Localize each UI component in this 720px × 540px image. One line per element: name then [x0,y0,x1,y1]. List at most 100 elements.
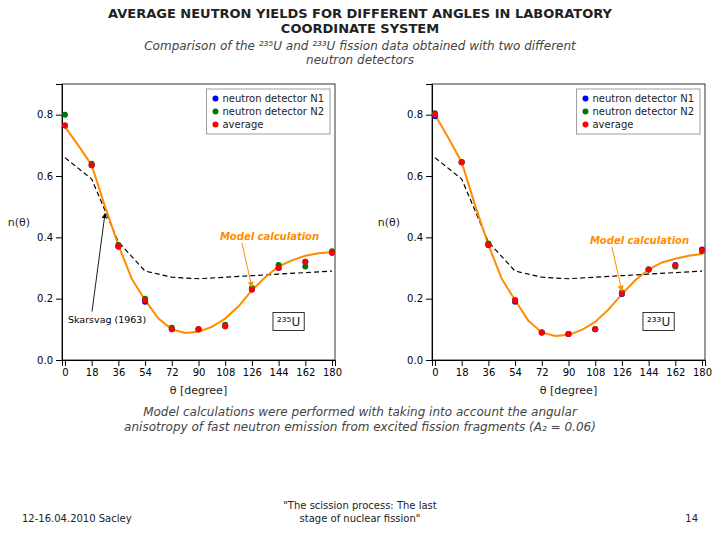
legend-marker [212,96,218,102]
y-tick-label: 0.4 [37,232,53,243]
data-point [459,159,465,165]
legend: neutron detector N1neutron detector N2av… [576,89,700,134]
chart-svg: AVERAGE NEUTRON YIELDS FOR DIFFERENT ANG… [0,0,720,540]
data-point [62,122,68,128]
x-tick-label: 18 [456,367,469,378]
plot-frame [432,84,705,360]
x-tick-label: 54 [139,367,152,378]
isotope-label: ²³³U [643,313,674,331]
legend-box [206,89,330,134]
data-point [115,244,121,250]
data-point [566,331,572,337]
y-tick-label: 0.4 [407,232,423,243]
data-point [89,162,95,168]
legend-label: neutron detector N2 [592,106,694,117]
legend-label: average [222,119,263,130]
panel: 018365472901081261441621800.00.20.40.60.… [8,84,342,397]
data-point [196,326,202,332]
annotations: Model calculation Skarsvag (1963) ²³⁵U [68,214,319,331]
data-point [302,259,308,265]
legend-marker [212,122,218,128]
y-axis-line [56,85,63,361]
annotation-arrow [242,243,252,287]
data-point [249,286,255,292]
data-point [699,248,705,254]
x-tick-label: 36 [483,367,496,378]
x-tick-mark [172,360,173,366]
subtitle: neutron detectors [306,53,414,67]
annotation: ²³⁵U [277,315,300,329]
x-axis: 01836547290108126144162180 [62,360,342,378]
x-tick-label: 180 [693,367,712,378]
x-tick-label: 0 [62,367,68,378]
x-tick: 72 [166,360,179,378]
title: AVERAGE NEUTRON YIELDS FOR DIFFERENT ANG… [108,6,612,21]
x-tick-mark [488,360,489,366]
x-tick: 108 [216,360,235,378]
x-tick: 0 [62,360,68,378]
y-tick-mark [56,115,62,116]
y-tick-label: 0.0 [37,355,53,366]
legend-marker [212,109,218,115]
x-axis-line [433,361,706,367]
x-tick: 126 [243,360,262,378]
x-tick-mark [305,360,306,366]
y-tick-mark [56,299,62,300]
y-axis-title: n(θ) [378,216,400,229]
x-tick: 90 [563,360,576,378]
x-tick-label: 90 [563,367,576,378]
data-point [699,247,705,253]
x-tick: 162 [666,360,685,378]
y-tick: 0.4 [37,232,62,243]
x-tick-label: 180 [323,367,342,378]
x-tick-mark [675,360,676,366]
x-tick-mark [622,360,623,366]
y-tick-label: 0.0 [407,355,423,366]
annotation: Skarsvag (1963) [68,314,146,325]
data-point [169,326,175,332]
legend-label: average [592,119,633,130]
data-point [115,244,121,250]
legend-marker [582,109,588,115]
x-tick: 18 [86,360,99,378]
x-tick-mark [462,360,463,366]
x-tick-mark [569,360,570,366]
note: anisotropy of fast neutron emission from… [124,420,596,434]
data-point [196,326,202,332]
y-tick: 0.2 [407,293,432,304]
x-tick-label: 144 [640,367,659,378]
data-point [646,267,652,273]
isotope-label: ²³⁵U [273,313,304,331]
y-tick: 0.8 [407,109,432,120]
data-point [512,297,518,303]
x-tick-label: 72 [536,367,549,378]
y-tick-label: 0.6 [407,171,423,182]
data-point [619,291,625,297]
x-tick-mark [225,360,226,366]
data-point [62,112,68,118]
y-tick: 0.6 [37,171,62,182]
y-axis-line [426,85,433,361]
x-axis: 01836547290108126144162180 [432,360,712,378]
series-line [65,127,332,333]
annotation: Model calculation [220,231,319,242]
note: Model calculations were performed with t… [143,405,578,419]
x-tick-mark [595,360,596,366]
legend: neutron detector N1neutron detector N2av… [206,89,330,134]
x-tick: 144 [270,360,289,378]
x-tick: 162 [296,360,315,378]
data-point [329,250,335,256]
y-axis-title: n(θ) [8,216,30,229]
x-tick: 180 [693,360,712,378]
y-tick-mark [426,299,432,300]
x-tick-mark [118,360,119,366]
x-tick: 36 [483,360,496,378]
legend-marker [582,96,588,102]
y-tick: 0.0 [407,355,432,366]
x-tick: 36 [113,360,126,378]
annotations: Model calculation ²³³U [590,235,689,330]
data-point [566,331,572,337]
legend-marker [582,122,588,128]
annotation: Model calculation [590,235,689,246]
x-tick-label: 54 [509,367,522,378]
